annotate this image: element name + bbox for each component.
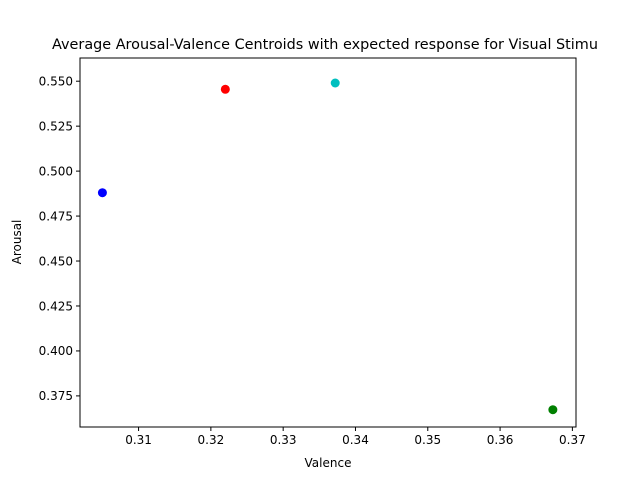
y-tick-label: 0.425 (39, 299, 73, 313)
y-tick-label: 0.550 (39, 74, 73, 88)
y-tick-label: 0.375 (39, 389, 73, 403)
x-tick-label: 0.32 (198, 433, 225, 447)
data-point-3 (330, 78, 340, 88)
x-axis: 0.31 0.32 0.33 0.34 0.35 0.36 0.37 (125, 427, 586, 447)
x-tick-label: 0.37 (559, 433, 586, 447)
data-point-1 (97, 188, 107, 198)
data-point-4 (548, 405, 558, 415)
data-points (97, 78, 558, 415)
x-axis-label: Valence (305, 456, 352, 470)
x-tick-label: 0.36 (487, 433, 514, 447)
y-axis: 0.375 0.400 0.425 0.450 0.475 0.500 0.525 0.550 (39, 74, 80, 403)
y-tick-label: 0.450 (39, 254, 73, 268)
x-tick-label: 0.31 (125, 433, 152, 447)
y-tick-label: 0.475 (39, 209, 73, 223)
y-tick-label: 0.400 (39, 344, 73, 358)
y-axis-label: Arousal (10, 220, 24, 265)
plot-area (79, 57, 577, 428)
chart-title: Average Arousal-Valence Centroids with e… (52, 37, 598, 53)
x-tick-label: 0.33 (270, 433, 297, 447)
data-point-2 (220, 84, 230, 94)
y-tick-label: 0.525 (39, 119, 73, 133)
y-tick-label: 0.500 (39, 164, 73, 178)
x-tick-label: 0.35 (414, 433, 441, 447)
x-tick-label: 0.34 (342, 433, 369, 447)
